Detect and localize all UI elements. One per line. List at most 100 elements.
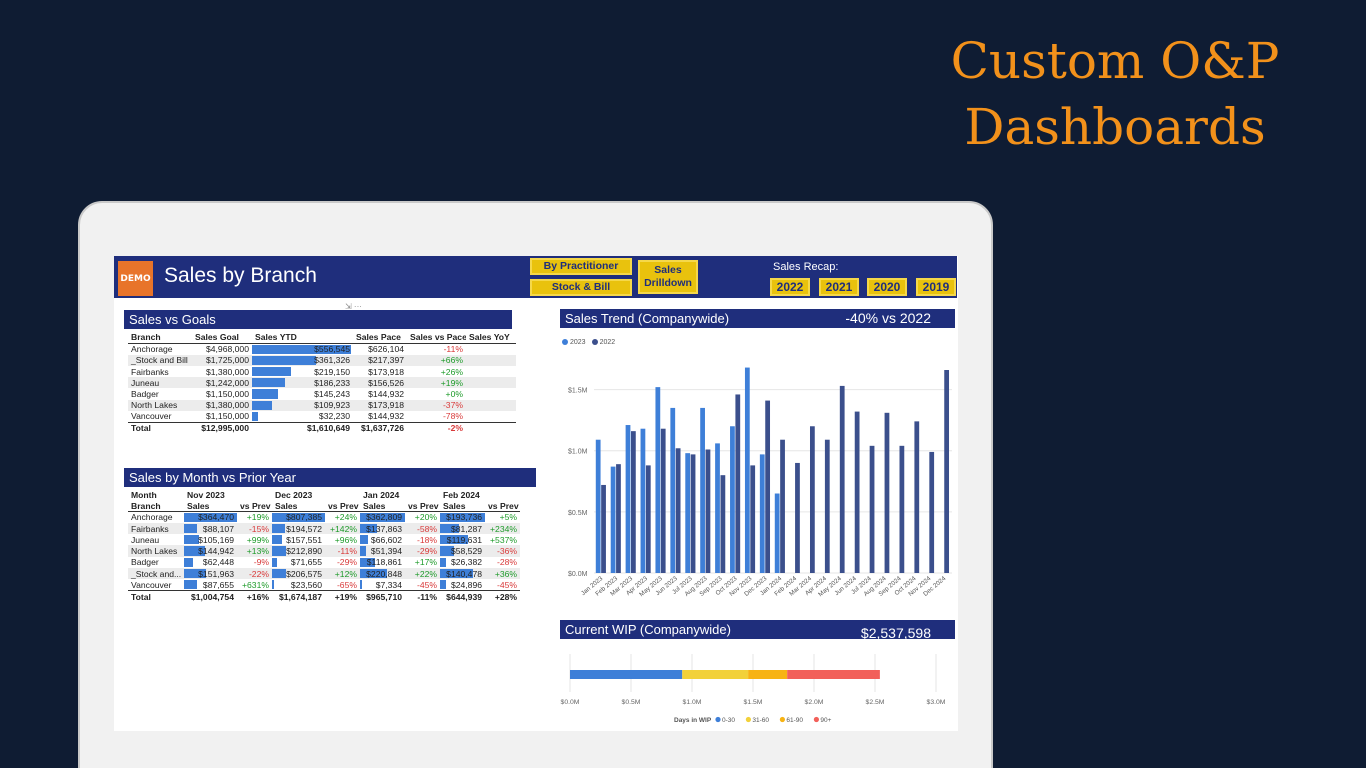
table-row[interactable]: Fairbanks $1,380,000 $219,150 $173,918 +26% <box>128 366 516 377</box>
vs-prev-value: -18% <box>416 534 438 545</box>
legend-swatch <box>779 716 785 723</box>
month-sales-cell: $193,736 <box>440 512 486 523</box>
visual-options-icon[interactable]: ⇲ ··· <box>345 302 362 311</box>
branch-header-label[interactable]: Branch <box>128 500 184 513</box>
recap-2022-button[interactable]: 2022 <box>770 278 810 296</box>
month-sales-cell: $7,334 <box>360 579 405 590</box>
col-sales-yoy[interactable]: Sales YoY <box>466 332 516 344</box>
stock-bill-button[interactable]: Stock & Bill <box>530 279 632 296</box>
total-sales-value: $1,674,187 <box>272 590 325 602</box>
bar-2023 <box>625 425 631 573</box>
table-row[interactable]: Anchorage $4,968,000 $556,545 $626,104 -11% <box>128 343 516 354</box>
month-sales-cell: $118,861 <box>360 557 405 568</box>
sales-vs-pace-value: +19% <box>440 377 463 388</box>
col-sales-vs-pace[interactable]: Sales vs Pace <box>407 332 466 344</box>
recap-2019-button[interactable]: 2019 <box>916 278 956 296</box>
vs-prev-value: +631% <box>242 579 269 590</box>
sales-trend-title: Sales Trend (Companywide) <box>565 311 730 326</box>
sales-pace-value: $626,104 <box>368 344 404 355</box>
x-tick-label: $2.5M <box>866 699 885 706</box>
sales-yoy-value <box>466 377 516 388</box>
vs-prev-value: +36% <box>494 568 518 579</box>
table-row[interactable]: Juneau $105,169 +99% $157,551 +96% $66,602 -18… <box>128 534 520 545</box>
bar-2022 <box>690 454 696 573</box>
legend-2023-label: 2023 <box>570 339 586 346</box>
bar-2023 <box>655 387 661 573</box>
bar-2022 <box>616 464 621 573</box>
month-sales-cell: $807,385 <box>272 512 325 523</box>
sales-ytd-value: $145,243 <box>314 389 350 400</box>
legend-label: 61-90 <box>786 717 803 724</box>
vs-prev-value: +96% <box>334 534 357 545</box>
table-row[interactable]: Vancouver $1,150,000 $32,230 $144,932 -78% <box>128 411 516 422</box>
y-tick-label: $0.0M <box>568 571 588 578</box>
table-row[interactable]: _Stock and Bill $1,725,000 $361,326 $217,39… <box>128 354 516 366</box>
sales-goal-value: $1,242,000 <box>205 377 249 388</box>
month-sales-bar <box>360 569 388 579</box>
sales-ytd-value: $556,545 <box>314 344 350 355</box>
bar-2022 <box>660 428 666 573</box>
table-row[interactable]: _Stock and... $151,963 -22% $206,575 +12% $22… <box>128 568 521 580</box>
month-sales-cell: $194,572 <box>272 523 325 534</box>
month-feb-2024[interactable]: Feb 2024 <box>443 489 480 500</box>
table-row[interactable]: Badger $62,448 -9% $71,655 -29% $118,861 +17% $… <box>128 557 520 568</box>
vs-prev-header: vs Prev <box>325 500 360 513</box>
month-sales-value: $62,448 <box>202 557 234 568</box>
recap-2021-button[interactable]: 2021 <box>819 278 859 296</box>
hero-title-line1: Custom O&P <box>950 32 1280 90</box>
sales-yoy-value <box>466 343 516 354</box>
month-nov-2023[interactable]: Nov 2023 <box>187 489 225 500</box>
vs-prev-value: -29% <box>336 557 357 568</box>
month-sales-value: $87,655 <box>202 579 234 590</box>
sales-ytd-bar <box>252 344 351 354</box>
wip-total: $2,537,598 <box>860 625 931 641</box>
x-tick-label: $0.0M <box>561 699 580 706</box>
col-sales-goal[interactable]: Sales Goal <box>192 332 252 344</box>
bar-2023 <box>759 454 765 573</box>
month-sales-value: $206,575 <box>286 568 322 579</box>
bar-2022 <box>720 475 726 573</box>
total-vs-prev-value: +28% <box>485 590 521 602</box>
sales-drilldown-line2: Drilldown <box>644 277 692 289</box>
sales-ytd-cell: $361,326 <box>252 355 353 366</box>
table-row[interactable]: Juneau $1,242,000 $186,233 $156,526 +19% <box>128 377 516 389</box>
total-vs-prev-value: +16% <box>237 590 272 602</box>
month-dec-2023[interactable]: Dec 2023 <box>275 489 313 500</box>
bar-2022 <box>750 465 756 573</box>
month-sales-bar <box>360 523 378 534</box>
report-canvas: DEMO Sales by Branch By Practitioner Sto… <box>114 256 958 731</box>
month-sales-cell: $26,382 <box>440 557 485 568</box>
bar-2022 <box>809 426 815 573</box>
month-sales-cell: $157,551 <box>272 534 325 545</box>
sales-yoy-value <box>466 411 516 422</box>
col-sales-ytd[interactable]: Sales YTD <box>252 332 353 344</box>
wip-segment-0-30 <box>570 670 683 679</box>
col-sales-pace[interactable]: Sales Pace <box>353 332 407 344</box>
table-row[interactable]: North Lakes $144,942 +13% $212,890 -11% $51,3… <box>128 545 521 557</box>
month-sales-value: $26,382 <box>450 557 483 568</box>
sales-ytd-value: $32,230 <box>318 411 350 422</box>
recap-2020-button[interactable]: 2020 <box>867 278 907 296</box>
table-row[interactable]: Vancouver $87,655 +631% $23,560 -65% $7,334 -4… <box>128 579 520 590</box>
legend-2023[interactable]: 2023 <box>562 339 586 346</box>
vs-prev-value: -65% <box>336 579 357 590</box>
month-sales-bar <box>360 557 375 568</box>
legend-2022[interactable]: 2022 <box>591 339 615 346</box>
month-sales-value: $58,529 <box>450 546 483 557</box>
month-sales-cell: $362,809 <box>360 512 405 523</box>
month-sales-value: $157,551 <box>286 534 322 545</box>
sales-drilldown-button[interactable]: Sales Drilldown <box>638 260 698 294</box>
col-branch[interactable]: Branch <box>128 332 192 344</box>
month-sales-cell: $212,890 <box>272 545 325 556</box>
by-practitioner-button[interactable]: By Practitioner <box>530 258 632 275</box>
branch-name: Anchorage <box>131 512 173 523</box>
month-jan-2024[interactable]: Jan 2024 <box>363 489 400 500</box>
table-row[interactable]: Fairbanks $88,107 -15% $194,572 +142% $137,86… <box>128 522 521 535</box>
total-sales-value: $965,710 <box>360 590 405 602</box>
table-row[interactable]: Badger $1,150,000 $145,243 $144,932 +0% <box>128 388 516 399</box>
wip-segment-31-60 <box>682 670 749 679</box>
wip-legend-title: Days in WIP <box>674 717 712 724</box>
table-row[interactable]: North Lakes $1,380,000 $109,923 $173,918 -37… <box>128 399 516 412</box>
table-row[interactable]: Anchorage $364,470 +19% $807,385 +24% $362,80… <box>128 512 520 523</box>
month-sales-cell: $88,107 <box>184 523 237 534</box>
